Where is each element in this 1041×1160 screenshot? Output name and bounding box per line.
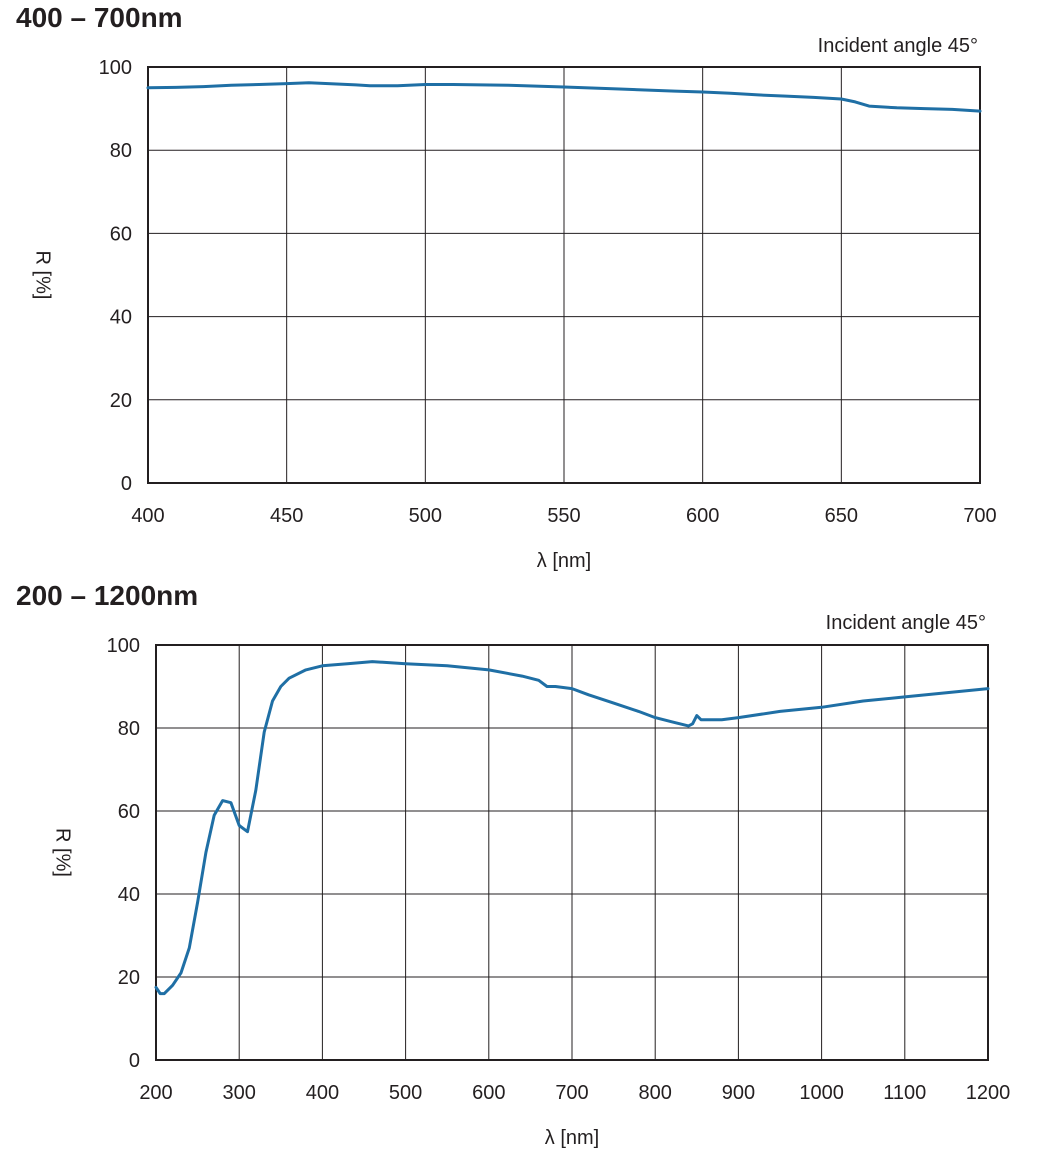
chart-2-y-tick-label: 0 xyxy=(129,1050,140,1072)
chart-1-reflectance-line xyxy=(146,81,982,113)
chart-1-x-tick-label: 650 xyxy=(825,505,858,527)
chart-2-x-tick-label: 600 xyxy=(472,1082,505,1104)
chart-2-x-tick-label: 1100 xyxy=(883,1082,926,1104)
chart-2-reflectance-line xyxy=(154,660,990,996)
chart-1: 400 450 500 550 600 650 700 0 20 40 60 80 100 Inciden… xyxy=(32,35,997,572)
chart-1-y-tick-label: 0 xyxy=(121,473,132,495)
chart-1-x-tick-label: 500 xyxy=(409,505,442,527)
chart-2-x-tick-label: 400 xyxy=(306,1082,339,1104)
chart-1-title: 400 – 700nm xyxy=(16,2,183,33)
chart-2-y-tick-label: 100 xyxy=(107,635,140,657)
chart-1-x-tick-label: 550 xyxy=(547,505,580,527)
chart-2-y-tick-label: 20 xyxy=(118,967,140,989)
chart-2-x-tick-label: 500 xyxy=(389,1082,422,1104)
chart-1-x-axis-label: λ [nm] xyxy=(537,550,591,572)
chart-1-y-tick-label: 20 xyxy=(110,390,132,412)
chart-2-y-tick-label: 40 xyxy=(118,884,140,906)
chart-2-x-tick-label: 1000 xyxy=(799,1082,844,1104)
chart-1-y-tick-label: 60 xyxy=(110,223,132,245)
chart-1-x-tick-label: 450 xyxy=(270,505,303,527)
chart-1-y-tick-label: 100 xyxy=(99,57,132,79)
chart-1-plot-frame xyxy=(147,66,981,484)
chart-2-x-tick-label: 800 xyxy=(639,1082,672,1104)
chart-2-annotation: Incident angle 45° xyxy=(826,612,986,634)
chart-2-plot-frame xyxy=(155,644,989,1061)
chart-1-y-tick-label: 40 xyxy=(110,307,132,329)
chart-2-y-tick-label: 60 xyxy=(118,801,140,823)
chart-1-x-tick-label: 600 xyxy=(686,505,719,527)
chart-2: 200 300 400 500 600 700 800 900 1000 1100 1200 0 20 4… xyxy=(52,612,1011,1149)
chart-2-x-axis-label: λ [nm] xyxy=(545,1127,599,1149)
chart-1-y-tick-label: 80 xyxy=(110,140,132,162)
chart-2-y-axis-label: R [%] xyxy=(52,828,74,877)
chart-2-x-tick-label: 200 xyxy=(139,1082,172,1104)
chart-2-title: 200 – 1200nm xyxy=(16,580,199,611)
chart-2-x-tick-label: 1200 xyxy=(966,1082,1011,1104)
chart-2-x-tick-label: 300 xyxy=(223,1082,256,1104)
chart-1-x-tick-label: 700 xyxy=(963,505,996,527)
chart-1-annotation: Incident angle 45° xyxy=(818,35,978,57)
chart-2-x-tick-label: 700 xyxy=(555,1082,588,1104)
chart-1-x-tick-label: 400 xyxy=(131,505,164,527)
chart-2-y-tick-label: 80 xyxy=(118,718,140,740)
chart-1-y-axis-label: R [%] xyxy=(32,251,54,300)
chart-2-x-tick-label: 900 xyxy=(722,1082,755,1104)
